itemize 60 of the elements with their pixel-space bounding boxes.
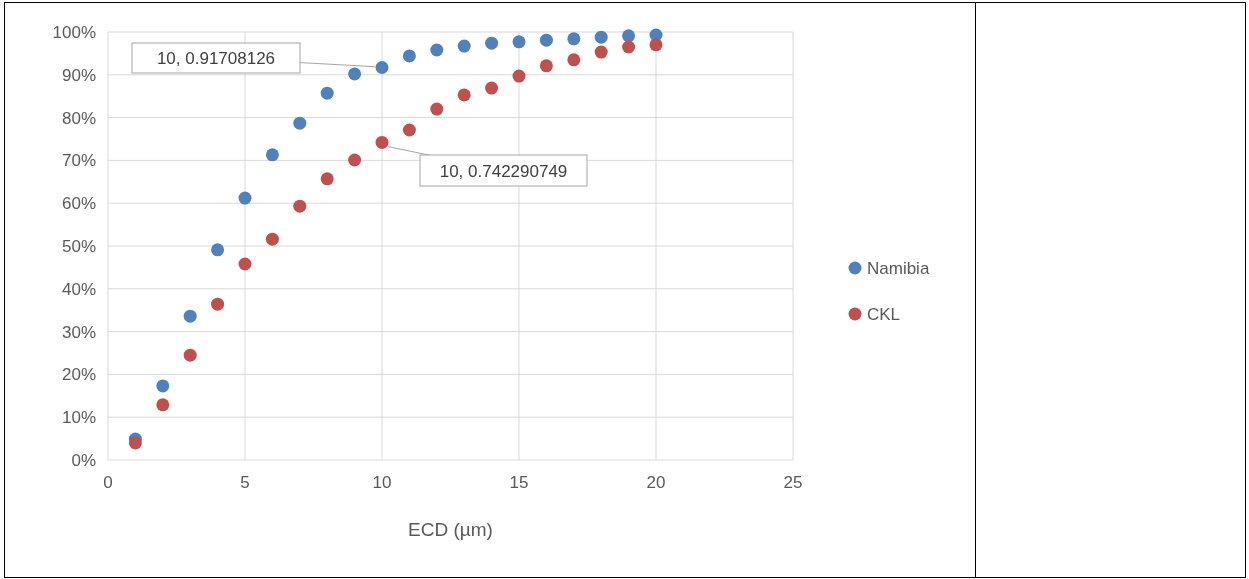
point xyxy=(183,309,197,323)
legend-label: CKL xyxy=(867,305,901,324)
y-tick-label: 0% xyxy=(71,451,96,470)
point xyxy=(293,116,307,130)
point xyxy=(211,243,225,257)
y-tick-label: 40% xyxy=(61,279,96,299)
legend-label: Namibia xyxy=(867,259,930,278)
point xyxy=(348,67,362,81)
point xyxy=(539,59,553,73)
point xyxy=(265,232,279,246)
y-tick-label: 90% xyxy=(61,65,96,85)
point xyxy=(238,257,252,271)
y-tick-label: 50% xyxy=(61,237,96,256)
x-tick-label: 15 xyxy=(509,473,529,492)
point xyxy=(156,379,170,393)
y-tick-label: 10% xyxy=(61,408,96,428)
point xyxy=(512,35,526,49)
point xyxy=(375,135,389,149)
point xyxy=(485,36,499,50)
point xyxy=(649,38,663,52)
point xyxy=(320,172,334,186)
point xyxy=(430,102,444,116)
point xyxy=(156,398,170,412)
point xyxy=(539,33,553,47)
point xyxy=(567,53,581,67)
y-tick-label: 70% xyxy=(61,151,96,171)
y-tick-label: 80% xyxy=(61,108,96,128)
point xyxy=(348,153,362,167)
x-tick-label: 5 xyxy=(240,473,250,492)
point xyxy=(512,69,526,83)
annotation: 10, 0.91708126 xyxy=(156,49,276,68)
y-tick-label: 100% xyxy=(52,23,96,42)
point xyxy=(183,348,197,362)
point xyxy=(594,30,608,44)
point xyxy=(430,43,444,57)
point xyxy=(457,39,471,53)
y-tick-label: 60% xyxy=(61,194,96,214)
point xyxy=(485,81,499,95)
point xyxy=(622,40,636,54)
point xyxy=(402,49,416,63)
x-tick-label: 0 xyxy=(103,473,113,492)
point xyxy=(622,29,636,43)
point xyxy=(265,148,279,162)
point xyxy=(594,45,608,59)
x-tick-label: 20 xyxy=(646,473,666,492)
point xyxy=(402,123,416,137)
point xyxy=(567,32,581,46)
y-tick-label: 20% xyxy=(61,365,96,385)
annotation: 10, 0.742290749 xyxy=(439,161,568,181)
point xyxy=(128,436,142,450)
point xyxy=(238,191,252,205)
y-tick-label: 30% xyxy=(61,322,96,342)
x-axis-title: ECD (µm) xyxy=(408,519,493,540)
point xyxy=(320,86,334,100)
point xyxy=(375,61,389,75)
point xyxy=(293,199,307,213)
point xyxy=(211,297,225,311)
point xyxy=(457,88,471,102)
x-tick-label: 25 xyxy=(783,473,803,492)
x-tick-label: 10 xyxy=(372,473,392,492)
